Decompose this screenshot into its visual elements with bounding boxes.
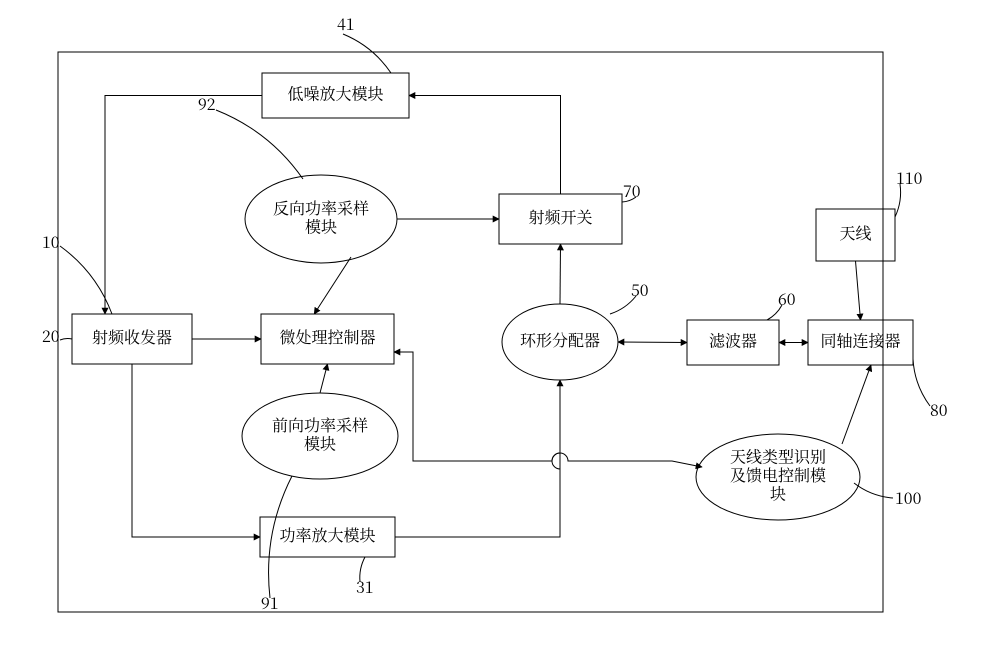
- node-n31-label: 功率放大模块: [279, 523, 375, 546]
- ref-10: 10: [42, 230, 60, 253]
- edge-31-to-50: [395, 380, 560, 537]
- label-leaders: [60, 34, 930, 598]
- node-n110-label: 天线: [839, 221, 871, 244]
- leader: [913, 359, 930, 406]
- leader: [343, 34, 391, 73]
- ref-80: 80: [930, 398, 948, 421]
- node-n50-label: 环形分配器: [520, 328, 600, 351]
- edge-70-to-41: [409, 96, 561, 195]
- edge-10-100: [394, 352, 702, 467]
- edge-91-to-10: [320, 364, 328, 393]
- ref-110: 110: [896, 166, 923, 189]
- node-n41-label: 低噪放大模块: [287, 82, 383, 105]
- ref-91: 91: [261, 591, 279, 614]
- node-n60-label: 滤波器: [709, 329, 757, 352]
- ref-60: 60: [778, 287, 796, 310]
- ref-70: 70: [623, 179, 641, 202]
- leader: [60, 246, 112, 314]
- node-n80-label: 同轴连接器: [820, 329, 900, 352]
- node-n20-label: 射频收发器: [92, 325, 172, 348]
- node-n10-label: 微处理控制器: [279, 325, 375, 348]
- ref-100: 100: [895, 486, 922, 509]
- ref-92: 92: [198, 92, 216, 115]
- node-n91-label: 模块: [304, 431, 336, 454]
- edge-50-to-70: [560, 244, 561, 304]
- outer-frame: [58, 52, 883, 612]
- ref-20: 20: [42, 324, 60, 347]
- leader: [216, 110, 303, 179]
- node-n70-label: 射频开关: [528, 205, 592, 228]
- edge-50-60: [618, 342, 687, 343]
- node-n100-label: 块: [770, 482, 786, 505]
- edge-41-to-20: [105, 96, 262, 315]
- block-diagram: 低噪放大模块反向功率采样模块射频开关天线射频收发器微处理控制器环形分配器滤波器同…: [0, 0, 1000, 662]
- edge-110-to-80: [856, 261, 861, 320]
- ref-50: 50: [631, 278, 649, 301]
- nodes: 低噪放大模块反向功率采样模块射频开关天线射频收发器微处理控制器环形分配器滤波器同…: [72, 73, 913, 557]
- ref-41: 41: [337, 12, 355, 35]
- node-n92-label: 模块: [305, 214, 337, 237]
- ref-31: 31: [356, 575, 374, 598]
- leader: [60, 339, 72, 340]
- edge-20-to-31: [132, 364, 260, 537]
- leader: [854, 483, 893, 498]
- edge-92-to-10: [314, 257, 351, 314]
- edge-100-to-80: [842, 365, 871, 444]
- ref-labels: 41 92 10 70 110 20 50 60 80 100 91 31: [42, 12, 948, 614]
